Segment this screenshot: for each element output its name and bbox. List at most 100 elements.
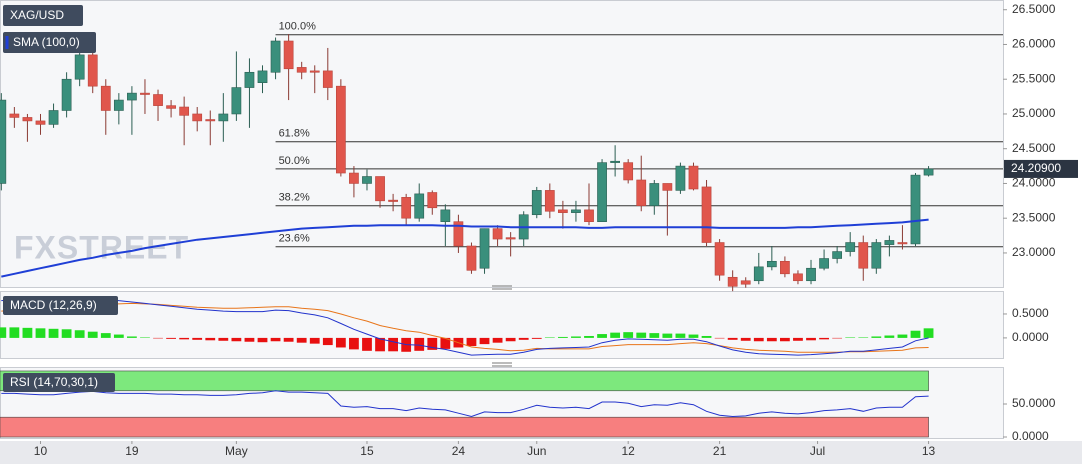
- candle-body: [610, 160, 620, 163]
- candle-body: [231, 87, 242, 115]
- macd-histogram-bar: [140, 337, 150, 338]
- candle-body: [897, 242, 908, 245]
- macd-histogram-bar: [688, 334, 699, 338]
- macd-histogram-bar: [35, 328, 46, 338]
- candle-body: [205, 119, 216, 122]
- candle-body: [192, 113, 203, 122]
- macd-histogram-bar: [113, 334, 124, 338]
- candle-body: [440, 209, 451, 222]
- candle-body: [270, 40, 281, 73]
- candle-body: [322, 70, 333, 88]
- macd-histogram-bar: [571, 336, 581, 338]
- candle-body: [296, 67, 307, 73]
- candle-body: [375, 176, 385, 202]
- macd-histogram-bar: [479, 337, 490, 345]
- rsi-box: [3, 373, 115, 392]
- candle-body: [806, 267, 816, 282]
- macd-histogram-bar: [662, 333, 673, 338]
- macd-histogram-bar: [192, 337, 203, 340]
- macd-histogram-bar: [244, 337, 255, 342]
- candle-body: [492, 228, 503, 240]
- x-tick-label: 21: [713, 444, 727, 458]
- candle-body: [179, 106, 190, 116]
- candle-body: [597, 162, 607, 222]
- candle-body: [0, 99, 7, 184]
- candle-body: [636, 179, 647, 206]
- candle-body: [100, 85, 111, 111]
- macd-histogram-bar: [362, 337, 372, 351]
- candle-body: [584, 209, 594, 222]
- candle-body: [466, 245, 477, 271]
- macd-histogram-bar: [127, 336, 137, 338]
- watermark: FXSTREET: [14, 229, 189, 265]
- macd-histogram-bar: [766, 337, 777, 342]
- macd-histogram-bar: [309, 337, 320, 344]
- macd-histogram-bar: [701, 335, 712, 338]
- y-tick-label: 26.5000: [1012, 2, 1056, 16]
- candle-body: [414, 193, 425, 219]
- macd-histogram-bar: [910, 330, 921, 338]
- candle-body: [793, 273, 803, 282]
- sma-label: SMA (100,0): [13, 35, 80, 49]
- resize-handle[interactable]: [492, 285, 512, 367]
- last-price-box: [1004, 159, 1078, 178]
- rsi-band: [0, 370, 929, 392]
- macd-histogram-bar: [793, 337, 803, 341]
- candle-body: [22, 117, 33, 122]
- macd-box: [3, 296, 118, 315]
- macd-histogram-bar: [22, 327, 33, 338]
- y-tick-label: 26.0000: [1012, 37, 1056, 51]
- x-tick-label: 10: [34, 444, 48, 458]
- candle-body: [244, 71, 255, 88]
- macd-histogram-bar: [531, 337, 542, 339]
- candle-body: [127, 92, 137, 101]
- candle-body: [753, 266, 764, 282]
- candle-body: [335, 85, 346, 174]
- macd-histogram-bar: [675, 333, 686, 338]
- sma-line: [1, 218, 929, 278]
- sma-box: [3, 32, 96, 53]
- candle-body: [858, 242, 869, 269]
- candle-body: [819, 258, 829, 269]
- candle-body: [623, 162, 634, 181]
- macd-histogram-bar: [205, 337, 216, 341]
- candle-body: [218, 113, 229, 122]
- x-tick-label: May: [225, 444, 248, 458]
- macd-histogram-bar: [388, 337, 399, 352]
- candle-body: [9, 113, 20, 118]
- y-tick-label: 0.5000: [1012, 306, 1049, 320]
- macd-histogram-bar: [414, 337, 425, 351]
- candle-body: [662, 183, 673, 191]
- candle-body: [283, 40, 294, 70]
- macd-histogram-bar: [584, 335, 594, 338]
- macd-histogram-bar: [636, 332, 647, 338]
- candle-body: [740, 280, 751, 285]
- macd-histogram-bar: [557, 336, 568, 338]
- x-tick-label: 12: [622, 444, 636, 458]
- macd-histogram-bar: [335, 337, 346, 348]
- macd-histogram-bar: [597, 334, 607, 338]
- macd-histogram-bar: [296, 337, 307, 343]
- candle-body: [571, 209, 581, 213]
- macd-histogram-bar: [806, 337, 816, 341]
- macd-line: [1, 296, 929, 356]
- macd-histogram-bar: [845, 337, 856, 338]
- candle-body: [153, 94, 163, 106]
- macd-histogram-bar: [375, 337, 385, 352]
- macd-histogram-bar: [440, 337, 451, 349]
- macd-histogram-bar: [780, 337, 790, 342]
- macd-histogram-bar: [923, 328, 934, 338]
- y-tick-label: 25.0000: [1012, 106, 1056, 120]
- x-tick-label: Jun: [527, 444, 546, 458]
- macd-histogram-bar: [832, 337, 843, 339]
- y-tick-label: 24.5000: [1012, 141, 1056, 155]
- macd-histogram-bar: [218, 337, 229, 341]
- macd-panel: [0, 291, 1004, 359]
- macd-histogram-bar: [9, 327, 20, 338]
- macd-histogram-bar: [714, 337, 725, 339]
- candle-body: [257, 70, 268, 83]
- macd-histogram-bar: [819, 337, 829, 340]
- y-tick-label: 50.0000: [1012, 396, 1056, 410]
- candle-body: [479, 228, 490, 269]
